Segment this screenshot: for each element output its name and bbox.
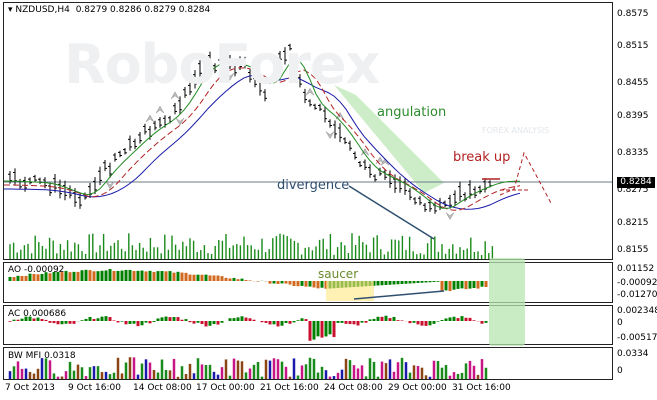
ac-scale: 0.002348 0 -0.00517 <box>613 305 657 345</box>
mfi-tick-label: 0.0334 <box>617 349 649 359</box>
ao-tick-label: 0.01152 <box>617 264 655 274</box>
fractal-arrow-icon <box>145 114 155 123</box>
ac-tick-label: 0 <box>617 318 623 328</box>
symbol-name: NZDUSD,H4 <box>15 5 70 15</box>
time-label: 14 Oct 08:00 <box>133 383 192 393</box>
mfi-tick-label: 0 <box>617 366 623 376</box>
time-label: 31 Oct 16:00 <box>452 383 511 393</box>
angulation-band <box>334 85 444 193</box>
price-tick-label: 0.8155 <box>617 245 649 255</box>
divergence-line <box>348 185 435 240</box>
price-tick-label: 0.8455 <box>617 78 649 88</box>
price-tick-label: 0.8215 <box>617 218 649 228</box>
ao-histogram <box>8 269 488 301</box>
symbol-label: ▾ NZDUSD,H4 0.8279 0.8286 0.8279 0.8284 <box>8 5 210 15</box>
mfi-histogram <box>8 357 488 379</box>
price-tick-label: 0.8275 <box>617 185 649 195</box>
divergence-annotation: divergence <box>277 178 350 193</box>
mfi-scale: 0.0334 0 <box>613 347 657 380</box>
breakup-projection-line <box>499 151 553 206</box>
mfi-label: BW MFI 0.0318 <box>8 351 76 361</box>
current-price-badge: 0.8284 <box>617 177 655 188</box>
fractal-arrow-icon <box>305 87 315 96</box>
ao-tick-label: -0.00092 <box>617 278 657 288</box>
fractal-arrow-icon <box>175 118 185 126</box>
fractal-arrow-icon <box>105 181 115 190</box>
ohlc-values: 0.8279 0.8286 0.8279 0.8284 <box>75 5 211 15</box>
watermark-brand: RoboForex <box>64 33 380 96</box>
time-label: 24 Oct 08:00 <box>324 383 383 393</box>
price-scale[interactable]: 0.8575 0.8515 0.8455 0.8395 0.8335 0.827… <box>613 0 657 260</box>
price-pane[interactable]: RoboForex FOREX ANALYSIS ▾ NZDUSD,H4 0.8… <box>3 2 613 260</box>
time-label: 17 Oct 00:00 <box>196 383 255 393</box>
collapse-triangle-icon[interactable]: ▾ <box>8 5 13 15</box>
price-tick-label: 0.8395 <box>617 111 649 121</box>
time-label: 29 Oct 00:00 <box>388 383 447 393</box>
price-tick-label: 0.8575 <box>617 9 649 19</box>
price-tick-label: 0.8335 <box>617 148 649 158</box>
ac-histogram <box>8 315 488 341</box>
ac-tick-label: 0.002348 <box>617 306 657 316</box>
fractal-arrow-icon <box>170 91 180 100</box>
time-label: 21 Oct 16:00 <box>260 383 319 393</box>
fractal-arrow-icon <box>325 131 335 140</box>
ao-tick-label: -0.01270 <box>617 290 657 300</box>
mfi-pane[interactable]: BW MFI 0.0318 <box>3 347 613 380</box>
price-tick-label: 0.8515 <box>617 41 649 51</box>
watermark-tagline: FOREX ANALYSIS <box>482 126 550 135</box>
fractal-arrow-icon <box>445 212 455 221</box>
ao-label: AO -0.00092 <box>8 265 65 275</box>
time-label: 7 Oct 2013 <box>5 383 55 393</box>
angulation-annotation: angulation <box>377 105 447 120</box>
alligator-lips-line <box>4 58 521 209</box>
ac-tick-label: -0.00517 <box>617 333 657 343</box>
fractal-arrow-icon <box>250 64 260 73</box>
price-chart <box>4 43 612 259</box>
fractal-arrow-icon <box>155 105 165 114</box>
signal-highlight <box>489 258 525 346</box>
ao-scale: 0.01152 -0.00092 -0.01270 <box>613 262 657 303</box>
fractal-arrow-icon <box>225 72 235 81</box>
breakup-annotation: break up <box>453 150 511 165</box>
fractal-arrow-icon <box>360 147 370 156</box>
saucer-highlight <box>326 281 374 301</box>
time-label: 9 Oct 16:00 <box>68 383 121 393</box>
ao-divergence-line <box>353 290 445 300</box>
fractal-arrow-icon <box>380 157 390 166</box>
ac-label: AC 0.000686 <box>8 309 67 319</box>
saucer-annotation: saucer <box>318 267 359 281</box>
